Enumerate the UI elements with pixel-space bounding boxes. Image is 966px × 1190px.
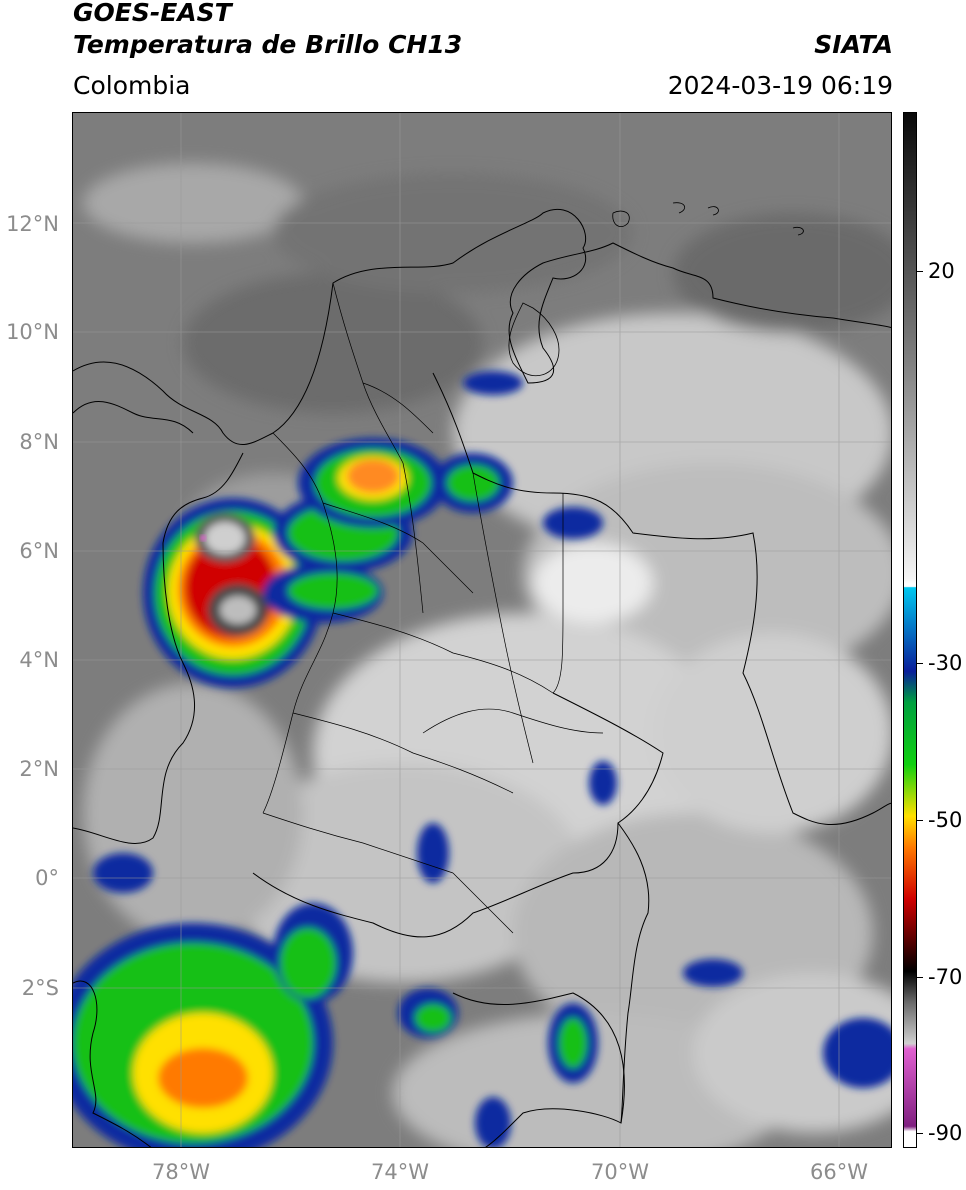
colorbar [903,112,917,1148]
colorbar-tick [917,663,923,664]
graticule [73,113,891,1147]
lon-label-66w: 66°W [810,1160,868,1184]
title-satellite: GOES-EAST [73,0,232,27]
organization-label: SIATA [814,30,893,59]
colorbar-label-minus70: -70 [928,965,963,989]
satellite-map [72,112,892,1148]
timestamp-label: 2024-03-19 06:19 [667,71,893,100]
lat-label-4n: 4°N [19,648,59,672]
colorbar-label-20: 20 [928,259,955,283]
map-canvas [73,113,891,1147]
colorbar-tick [917,271,923,272]
lon-label-78w: 78°W [152,1160,210,1184]
lat-label-2n: 2°N [19,757,59,781]
boundaries [73,202,891,1147]
colorbar-label-minus90: -90 [928,1121,963,1145]
storm-cores [200,535,206,541]
lat-label-2s: 2°S [21,976,59,1000]
lat-label-10n: 10°N [6,320,59,344]
lat-label-12n: 12°N [6,212,59,236]
lon-label-70w: 70°W [591,1160,649,1184]
colorbar-label-minus50: -50 [928,808,963,832]
region-label: Colombia [73,71,191,100]
title-product: Temperatura de Brillo CH13 [73,30,463,59]
colorbar-tick [917,1133,923,1134]
storm-cells [73,371,891,1147]
colorbar-tick [917,977,923,978]
colorbar-tick [917,820,923,821]
lat-label-0: 0° [35,866,59,890]
lat-label-8n: 8°N [19,430,59,454]
lat-label-6n: 6°N [19,539,59,563]
lon-label-74w: 74°W [371,1160,429,1184]
colorbar-label-minus30: -30 [928,651,963,675]
